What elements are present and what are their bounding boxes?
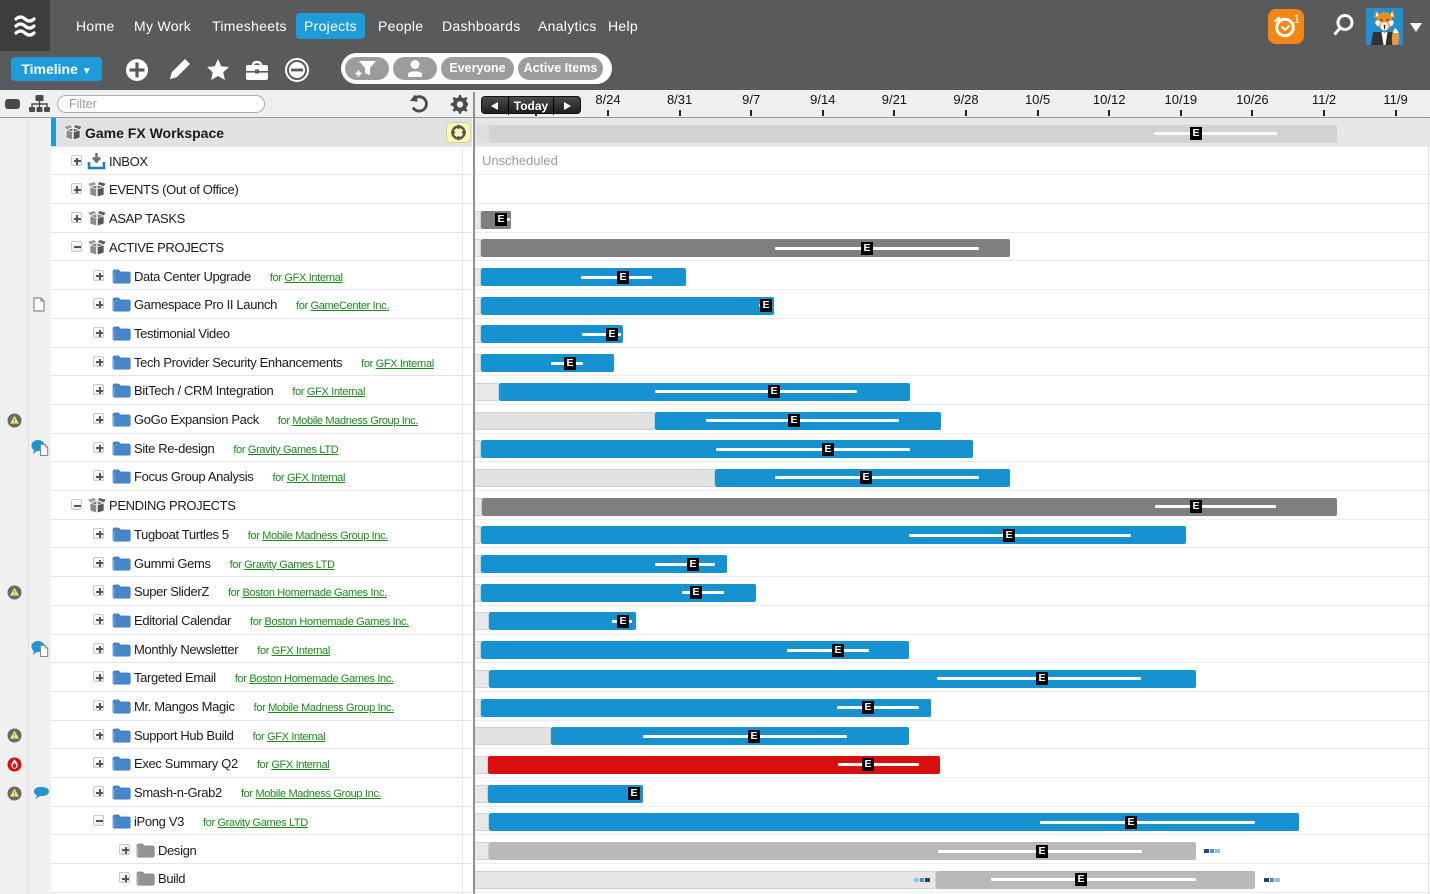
svg-text:1: 1 (1294, 12, 1301, 26)
